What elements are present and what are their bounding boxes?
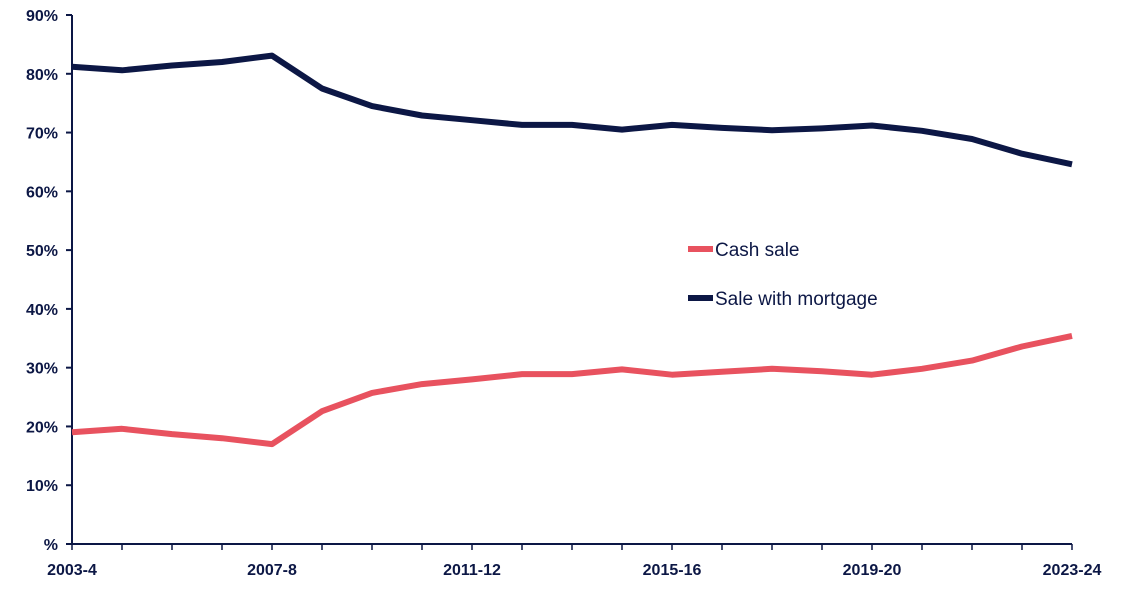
x-tick-label: 2015-16	[643, 562, 702, 579]
series-lines	[71, 52, 1073, 448]
x-tick-label: 2023-24	[1043, 562, 1102, 579]
y-tick-label: 40%	[26, 302, 58, 319]
y-tick-label: 60%	[26, 184, 58, 201]
y-tick-label: %	[44, 537, 58, 554]
x-axis-ticks: 2003-4 2007-8 2011-12 2015-16 2019-20 2023-24	[47, 544, 1101, 579]
legend: Cash sale Sale with mortgage	[688, 240, 878, 310]
legend-label-sale-with-mortgage: Sale with mortgage	[715, 289, 878, 310]
x-tick-label: 2011-12	[443, 562, 501, 579]
y-axis-ticks: % 10% 20% 30% 40% 50% 60% 70% 80% 90%	[26, 8, 72, 554]
y-tick-label: 10%	[26, 478, 58, 495]
y-tick-label: 70%	[26, 126, 58, 143]
y-tick-label: 50%	[26, 243, 58, 260]
y-tick-label: 90%	[26, 8, 58, 25]
series-line-cash-sale	[71, 332, 1073, 448]
y-tick-label: 20%	[26, 419, 58, 436]
legend-label-cash-sale: Cash sale	[715, 240, 800, 261]
y-tick-label: 30%	[26, 361, 58, 378]
series-line-sale-with-mortgage	[71, 52, 1073, 168]
x-tick-label: 2019-20	[843, 562, 902, 579]
y-tick-label: 80%	[26, 67, 58, 84]
axes	[71, 15, 1072, 545]
x-tick-label: 2007-8	[247, 562, 297, 579]
x-tick-label: 2003-4	[47, 562, 97, 579]
